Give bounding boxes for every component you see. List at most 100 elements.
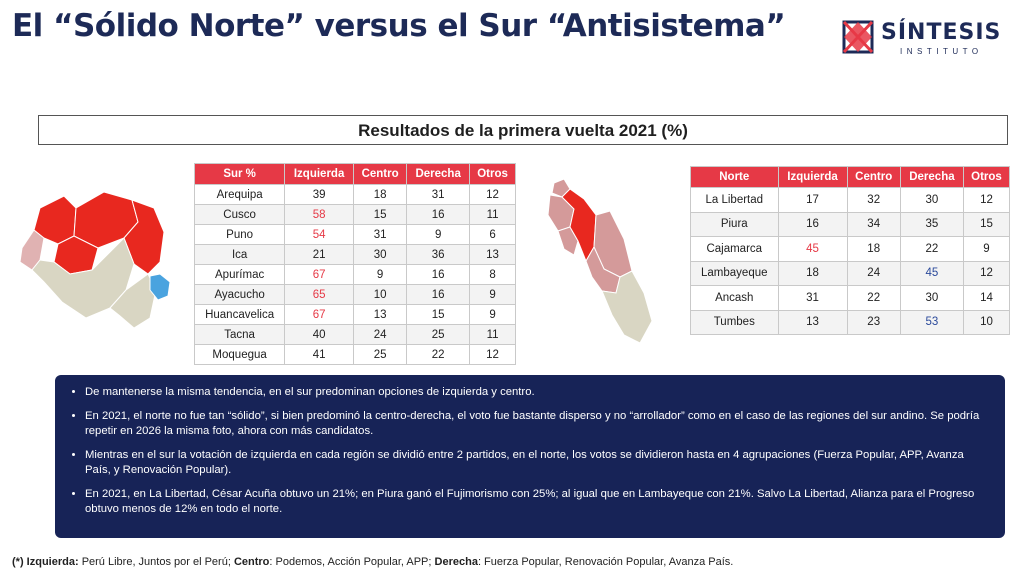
table-row: Arequipa 39 18 31 12 (193, 184, 516, 205)
value-cell: 13 (469, 244, 516, 265)
value-cell: 9 (352, 264, 408, 285)
value-cell: 31 (352, 224, 408, 245)
value-cell: 67 (284, 264, 354, 285)
north-peru-map (547, 178, 653, 344)
value-cell: 54 (284, 224, 354, 245)
column-header: Centro (352, 163, 408, 185)
value-cell: 9 (406, 224, 471, 245)
page-title: El “Sólido Norte” versus el Sur “Antisis… (12, 8, 786, 44)
value-cell: 14 (962, 285, 1011, 311)
region-cell: Ancash (690, 285, 779, 311)
region-cell: Huancavelica (193, 304, 286, 325)
value-cell: 36 (406, 244, 471, 265)
value-cell: 16 (406, 284, 471, 305)
value-cell: 65 (284, 284, 354, 305)
value-cell: 21 (284, 244, 354, 265)
table-row: Tacna 40 24 25 11 (193, 324, 516, 345)
value-cell: 9 (962, 236, 1011, 262)
value-cell: 18 (777, 260, 848, 286)
value-cell: 34 (846, 211, 901, 237)
footnote: (*) Izquierda: Perú Libre, Juntos por el… (12, 556, 733, 568)
region-cell: Cusco (193, 204, 286, 225)
value-cell: 25 (352, 344, 408, 365)
value-cell: 12 (962, 260, 1011, 286)
region-cell: Ica (193, 244, 286, 265)
value-cell: 8 (469, 264, 516, 285)
value-cell: 30 (352, 244, 408, 265)
value-cell: 41 (284, 344, 354, 365)
value-cell: 22 (899, 236, 964, 262)
footnote-mark: (*) (12, 556, 24, 568)
value-cell: 10 (962, 309, 1011, 335)
region-cell: Apurímac (193, 264, 286, 285)
value-cell: 15 (352, 204, 408, 225)
value-cell: 10 (352, 284, 408, 305)
table-row: Piura 16 34 35 15 (690, 211, 1011, 237)
table-row: Ayacucho 65 10 16 9 (193, 284, 516, 305)
value-cell: 30 (899, 285, 964, 311)
region-cell: Ayacucho (193, 284, 286, 305)
value-cell: 23 (846, 309, 901, 335)
column-header: Otros (469, 163, 516, 185)
table-row: Ancash 31 22 30 14 (690, 285, 1011, 311)
column-header: Otros (962, 166, 1011, 188)
table-header-row: Sur % Izquierda Centro Derecha Otros (193, 163, 516, 185)
value-cell: 32 (846, 187, 901, 213)
value-cell: 15 (962, 211, 1011, 237)
footnote-izquierda-text: Perú Libre, Juntos por el Perú; (81, 556, 231, 568)
south-results-table: Sur % Izquierda Centro Derecha Otros Are… (193, 163, 516, 365)
table-row: Cajamarca 45 18 22 9 (690, 236, 1011, 262)
value-cell: 9 (469, 284, 516, 305)
logo-name: SÍNTESIS (881, 20, 1002, 45)
column-header: Derecha (899, 166, 964, 188)
value-cell: 31 (777, 285, 848, 311)
value-cell: 13 (352, 304, 408, 325)
value-cell: 16 (406, 204, 471, 225)
logo-mark-icon (842, 20, 874, 54)
value-cell: 24 (352, 324, 408, 345)
region-cell: Arequipa (193, 184, 286, 205)
value-cell: 16 (777, 211, 848, 237)
table-row: Tumbes 13 23 53 10 (690, 309, 1011, 335)
column-header: Derecha (406, 163, 471, 185)
value-cell: 22 (846, 285, 901, 311)
value-cell: 11 (469, 324, 516, 345)
table-row: Ica 21 30 36 13 (193, 244, 516, 265)
value-cell: 17 (777, 187, 848, 213)
footnote-centro-text: : Podemos, Acción Popular, APP; (269, 556, 432, 568)
region-cell: Puno (193, 224, 286, 245)
value-cell: 12 (469, 184, 516, 205)
region-cell: Lambayeque (690, 260, 779, 286)
region-cell: Tumbes (690, 309, 779, 335)
table-row: Lambayeque 18 24 45 12 (690, 260, 1011, 286)
value-cell: 6 (469, 224, 516, 245)
region-cell: La Libertad (690, 187, 779, 213)
table-row: Huancavelica 67 13 15 9 (193, 304, 516, 325)
logo: SÍNTESIS INSTITUTO (840, 20, 1010, 60)
value-cell: 40 (284, 324, 354, 345)
value-cell: 18 (352, 184, 408, 205)
value-cell: 15 (406, 304, 471, 325)
column-header: Centro (846, 166, 901, 188)
table-row: La Libertad 17 32 30 12 (690, 187, 1011, 213)
column-header: Norte (690, 166, 779, 188)
footnote-derecha-label: Derecha (434, 556, 478, 568)
table-header-row: Norte Izquierda Centro Derecha Otros (690, 166, 1011, 188)
table-row: Puno 54 31 9 6 (193, 224, 516, 245)
note-item: Mientras en el sur la votación de izquie… (85, 448, 989, 478)
value-cell: 12 (962, 187, 1011, 213)
value-cell: 35 (899, 211, 964, 237)
south-peru-map (19, 191, 171, 329)
footnote-centro-label: Centro (233, 556, 270, 568)
region-cell: Piura (690, 211, 779, 237)
footnote-derecha-text: : Fuerza Popular, Renovación Popular, Av… (477, 556, 734, 568)
note-item: En 2021, el norte no fue tan “sólido”, s… (85, 409, 989, 439)
north-results-table: Norte Izquierda Centro Derecha Otros La … (690, 166, 1011, 335)
value-cell: 31 (406, 184, 471, 205)
value-cell: 30 (899, 187, 964, 213)
value-cell: 25 (406, 324, 471, 345)
column-header: Izquierda (777, 166, 848, 188)
value-cell: 11 (469, 204, 516, 225)
notes-panel: De mantenerse la misma tendencia, en el … (55, 375, 1005, 538)
section-subtitle: Resultados de la primera vuelta 2021 (%) (38, 115, 1008, 145)
